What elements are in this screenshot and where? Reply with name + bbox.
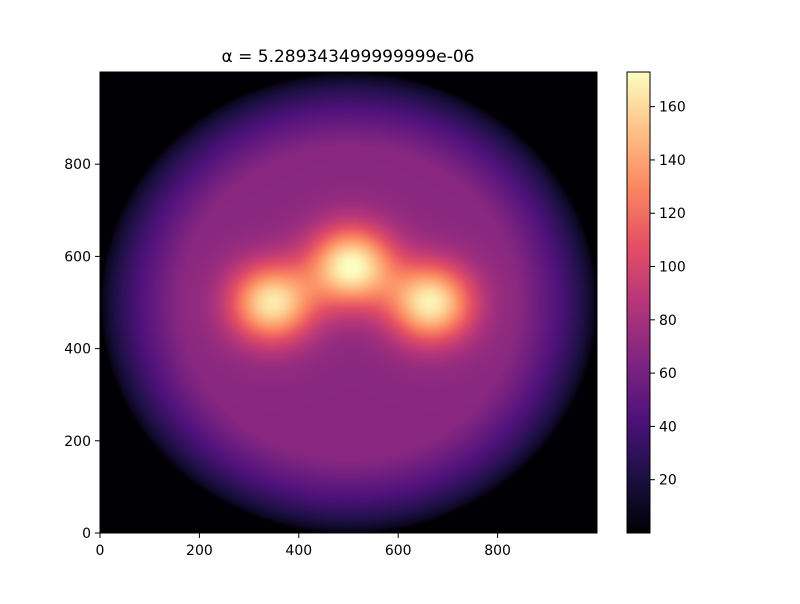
colorbar-axis: 20 40 60 80 100 120 140 160 bbox=[650, 100, 686, 489]
colorbar-tick-label: 20 bbox=[659, 473, 677, 489]
x-axis: 0 200 400 600 800 bbox=[96, 533, 511, 559]
chart-title: α = 5.289343499999999e-06 bbox=[222, 47, 475, 67]
colorbar-tick-label: 160 bbox=[659, 100, 686, 116]
y-tick-label: 400 bbox=[64, 342, 91, 358]
x-tick-label: 400 bbox=[285, 543, 312, 559]
colorbar-tick-label: 80 bbox=[659, 313, 677, 329]
x-tick-label: 200 bbox=[186, 543, 213, 559]
y-tick-label: 800 bbox=[64, 157, 91, 173]
y-axis: 0 200 400 600 800 bbox=[64, 157, 100, 542]
colorbar-tick-label: 40 bbox=[659, 419, 677, 435]
colorbar-tick-label: 60 bbox=[659, 366, 677, 382]
colorbar-tick-label: 140 bbox=[659, 153, 686, 169]
y-tick-label: 200 bbox=[64, 434, 91, 450]
heatmap-image bbox=[100, 72, 597, 533]
x-tick-label: 800 bbox=[484, 543, 511, 559]
colorbar-tick-label: 120 bbox=[659, 206, 686, 222]
colorbar-tick-label: 100 bbox=[659, 260, 686, 276]
colorbar bbox=[627, 72, 650, 533]
y-tick-label: 600 bbox=[64, 249, 91, 265]
plot-frame bbox=[99, 71, 598, 534]
y-tick-label: 0 bbox=[82, 526, 91, 542]
x-tick-label: 0 bbox=[96, 543, 105, 559]
x-tick-label: 600 bbox=[385, 543, 412, 559]
colorbar-frame bbox=[626, 71, 651, 534]
